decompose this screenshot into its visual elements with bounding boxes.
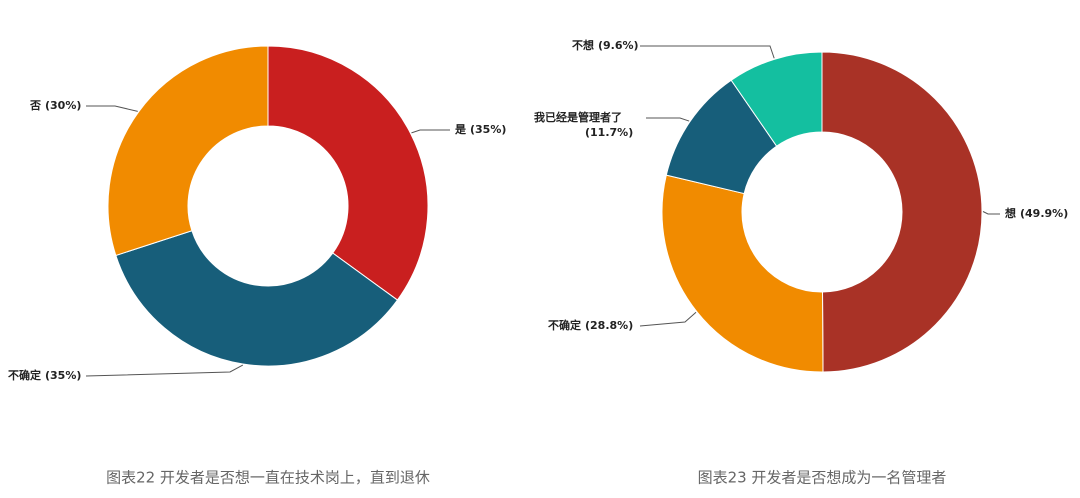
label-value: (30%) <box>45 99 81 112</box>
chart-caption: 图表22 开发者是否想一直在技术岗上，直到退休 <box>106 469 430 487</box>
leader-line <box>640 45 775 59</box>
donut-slice <box>107 45 269 257</box>
label-value: (11.7%) <box>585 126 633 139</box>
slice-label: 不确定 (35%) <box>8 368 81 382</box>
leader-line <box>639 311 697 327</box>
leader-line <box>646 117 690 122</box>
donut-slice <box>267 45 429 301</box>
label-category: 我已经是管理者了 <box>534 110 622 124</box>
label-category: 不确定 <box>8 368 41 382</box>
donut-slice <box>661 174 824 373</box>
label-value: (49.9%) <box>1020 207 1068 220</box>
slice-label: 想 (49.9%) <box>1004 206 1068 220</box>
donut-slice <box>730 51 823 147</box>
slice-label: 不想 (9.6%) <box>572 38 639 52</box>
leader-line <box>982 211 1000 215</box>
slice-label: 是 (35%) <box>454 123 506 136</box>
label-value: (9.6%) <box>598 39 639 52</box>
donut-slice <box>821 51 983 373</box>
donut-slice <box>115 230 399 367</box>
leader-line <box>86 105 138 112</box>
label-category: 想 <box>1004 206 1016 220</box>
label-value: (35%) <box>470 123 506 136</box>
label-value: (35%) <box>45 369 81 382</box>
label-category: 否 <box>29 99 41 112</box>
label-category: 不想 <box>572 38 594 52</box>
label-category: 不确定 <box>548 318 581 332</box>
slice-label: 否 (30%) <box>29 99 81 112</box>
leader-line <box>85 364 244 377</box>
leader-line <box>411 129 450 134</box>
label-category: 是 <box>454 123 467 136</box>
slice-label: 我已经是管理者了 (11.7%) <box>534 110 633 139</box>
chart-caption: 图表23 开发者是否想成为一名管理者 <box>698 469 947 487</box>
slice-label: 不确定 (28.8%) <box>548 318 633 332</box>
label-value: (28.8%) <box>585 319 633 332</box>
